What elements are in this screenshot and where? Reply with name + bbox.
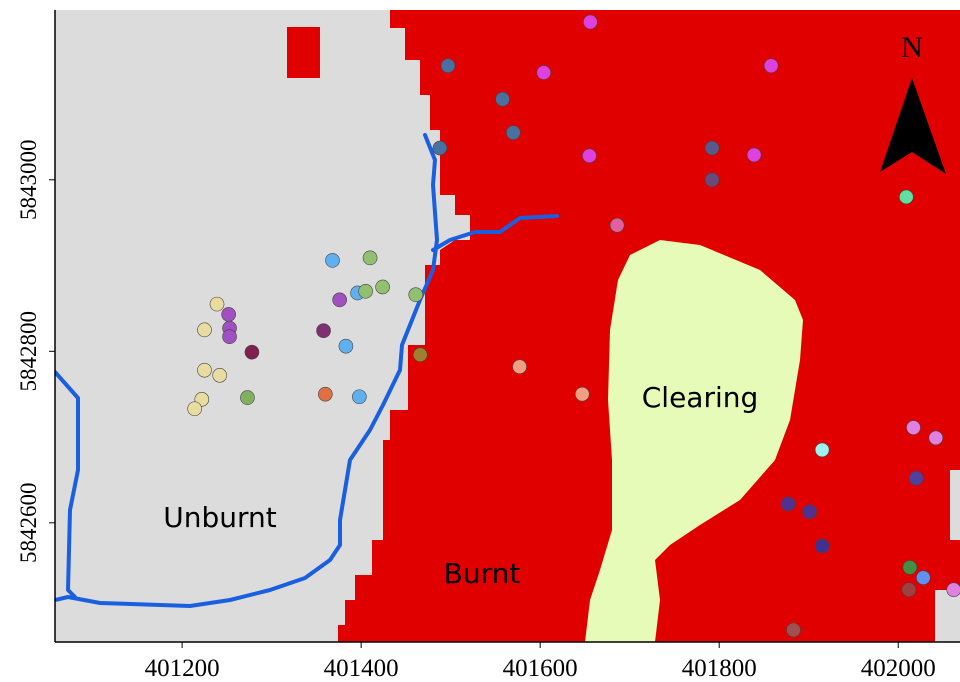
sample-point (582, 148, 597, 164)
sample-point (814, 442, 830, 458)
sample-point (495, 91, 510, 107)
x-tick-label: 401400 (324, 655, 399, 682)
river (431, 214, 559, 252)
sample-point (536, 65, 552, 80)
x-tick-label: 402000 (861, 655, 936, 682)
region-label: Burnt (444, 557, 521, 590)
sample-point (408, 287, 424, 303)
sample-point (609, 217, 625, 233)
river (55, 370, 80, 599)
y-tick-label: 5842600 (16, 483, 41, 564)
sample-point (244, 344, 260, 360)
north-label: N (901, 31, 923, 64)
sample-point (375, 279, 390, 295)
x-tick-label: 401600 (503, 655, 578, 682)
sample-point (440, 58, 456, 74)
sample-point (358, 283, 373, 299)
sample-point (197, 362, 212, 378)
sample-point (814, 538, 830, 554)
sample-point (318, 386, 333, 402)
clearing-area (585, 240, 803, 642)
sample-point (362, 250, 378, 266)
unburnt-patch (950, 470, 960, 540)
rivers (55, 133, 559, 608)
axis-ticks: 401200 401400 401600 401800 402000 5842600 584… (16, 140, 936, 682)
sample-point (222, 329, 237, 345)
sample-point (197, 322, 212, 338)
sample-point (352, 389, 367, 405)
north-arrow (880, 78, 946, 174)
sample-point (780, 496, 796, 512)
sample-point (901, 582, 917, 597)
sample-point (209, 296, 225, 312)
region-label: Clearing (642, 381, 759, 414)
sample-point (325, 253, 340, 268)
sample-point (583, 14, 598, 30)
sample-point (746, 147, 762, 163)
sample-point (908, 470, 924, 486)
sample-point (902, 560, 918, 575)
x-tick-label: 401200 (145, 655, 220, 682)
sample-point (512, 359, 527, 375)
river (55, 133, 439, 608)
sample-point (928, 430, 944, 446)
x-tick-label: 401800 (682, 655, 757, 682)
map-layers (55, 10, 960, 642)
y-tick-label: 5843000 (16, 140, 41, 221)
sample-point (906, 420, 921, 435)
sample-point (316, 323, 331, 339)
burnt-patch (287, 27, 320, 78)
sample-points (187, 14, 960, 638)
sample-point (574, 386, 590, 402)
region-label: Unburnt (163, 501, 277, 534)
sample-point (240, 390, 255, 405)
sample-point (212, 368, 228, 383)
sample-point (915, 570, 931, 585)
sample-point (506, 125, 521, 140)
sample-point (704, 172, 720, 188)
sample-point (763, 58, 779, 74)
sample-point (338, 338, 354, 354)
sample-point (802, 504, 817, 519)
y-tick-label: 5842800 (16, 311, 41, 392)
sample-point (187, 401, 202, 417)
sample-point (412, 347, 428, 363)
sample-point (946, 582, 960, 597)
sample-point (704, 140, 720, 156)
sample-point (432, 140, 448, 156)
sample-point (786, 622, 801, 638)
sample-point (898, 189, 914, 205)
sample-point (332, 292, 347, 308)
sample-point (221, 307, 236, 322)
